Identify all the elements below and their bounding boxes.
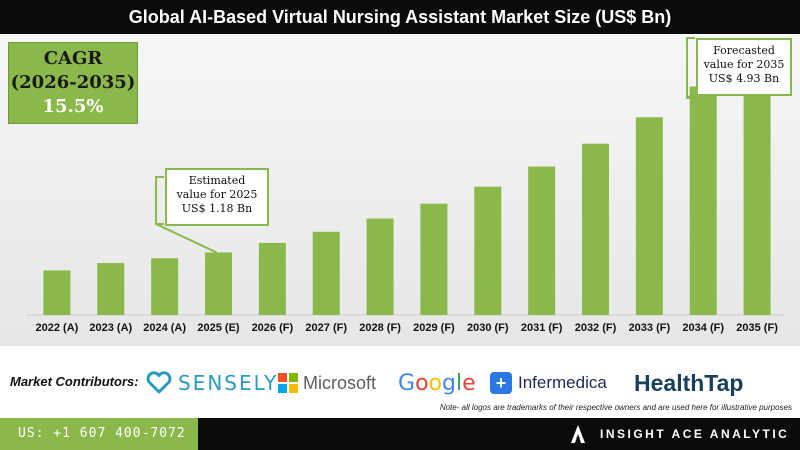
bar-2024-a	[151, 258, 179, 315]
sensely-heart-icon	[146, 371, 172, 394]
market-contributors: Market Contributors: SENSELY Microsoft G…	[0, 358, 800, 408]
callout-2025-pointer	[155, 223, 217, 254]
infermedica-logo: + Infermedica	[490, 368, 607, 398]
sensely-wordmark: SENSELY	[178, 371, 279, 395]
callout-2025-connector	[155, 176, 164, 225]
x-tick-label: 2034 (F)	[682, 322, 724, 334]
callout-2025-line2: value for 2025	[176, 188, 258, 201]
microsoft-logo: Microsoft	[278, 368, 376, 398]
google-letter: g	[442, 370, 456, 396]
x-tick-label: 2035 (F)	[736, 322, 778, 334]
trademark-note: Note- all logos are trademarks of their …	[439, 403, 792, 412]
x-tick-label: 2023 (A)	[89, 322, 132, 334]
x-tick-label: 2025 (E)	[197, 322, 240, 334]
bar-2035-f	[743, 53, 771, 316]
callout-2035-line1: Forecasted	[713, 44, 775, 57]
x-tick-label: 2033 (F)	[629, 322, 671, 334]
callout-2035-connector	[686, 37, 695, 99]
bar-2030-f	[474, 186, 502, 315]
sensely-logo: SENSELY	[146, 368, 278, 398]
cagr-title: CAGR	[43, 48, 103, 69]
footer: US: +1 607 400-7072 INSIGHT ACE ANALYTIC	[0, 418, 800, 450]
google-letter: o	[428, 370, 442, 396]
bar-2025-e	[205, 252, 232, 315]
google-letter: e	[462, 370, 476, 396]
infermedica-wordmark: Infermedica	[518, 373, 607, 392]
bar-2033-f	[635, 117, 663, 315]
callout-2035: Forecasted value for 2035 US$ 4.93 Bn	[696, 38, 792, 96]
x-tick-label: 2024 (A)	[143, 322, 186, 334]
google-letter: G	[398, 370, 416, 396]
google-letter: o	[415, 370, 429, 396]
bar-2032-f	[582, 143, 609, 315]
bar-2023-a	[97, 263, 125, 315]
x-tick-label: 2028 (F)	[359, 322, 401, 334]
callout-2035-line2: value for 2035	[703, 58, 785, 71]
bar-2022-a	[43, 270, 71, 315]
bar-2028-f	[366, 218, 394, 315]
chart-title: Global AI-Based Virtual Nursing Assistan…	[0, 0, 800, 34]
insight-ace-logo-icon	[571, 425, 585, 443]
x-tick-label: 2032 (F)	[575, 322, 617, 334]
cagr-period: (2026-2035)	[10, 72, 136, 93]
callout-2025-line3: US$ 1.18 Bn	[181, 202, 253, 215]
callout-2025: Estimated value for 2025 US$ 1.18 Bn	[165, 168, 269, 226]
microsoft-wordmark: Microsoft	[303, 372, 377, 393]
plus-icon: +	[490, 372, 512, 394]
x-tick-label: 2029 (F)	[413, 322, 455, 334]
brand: INSIGHT ACE ANALYTIC	[570, 418, 789, 450]
healthtap-logo: HealthTap	[634, 369, 744, 396]
contributors-label: Market Contributors:	[10, 374, 139, 389]
bar-2034-f	[689, 86, 717, 315]
x-tick-label: 2031 (F)	[521, 322, 563, 334]
bar-2031-f	[528, 166, 556, 315]
cagr-value: 15.5%	[42, 96, 104, 117]
bar-2027-f	[312, 231, 340, 315]
x-tick-label: 2022 (A)	[36, 322, 79, 334]
x-tick-label: 2027 (F)	[305, 322, 347, 334]
callout-2035-line3: US$ 4.93 Bn	[708, 72, 780, 85]
bar-chart: 2022 (A) 2023 (A) 2024 (A) 2025 (E) 2026 (F)…	[26, 37, 784, 334]
microsoft-squares-icon	[278, 373, 298, 393]
x-tick-label: 2026 (F)	[252, 322, 294, 334]
phone-number: US: +1 607 400-7072	[0, 418, 198, 450]
callout-2025-line1: Estimated	[188, 174, 246, 187]
brand-name: INSIGHT ACE ANALYTIC	[600, 427, 790, 441]
bar-2029-f	[420, 203, 448, 315]
bar-2026-f	[258, 242, 286, 315]
cagr-box: CAGR (2026-2035) 15.5%	[8, 42, 138, 124]
google-letter: l	[455, 370, 463, 396]
x-tick-label: 2030 (F)	[467, 322, 509, 334]
